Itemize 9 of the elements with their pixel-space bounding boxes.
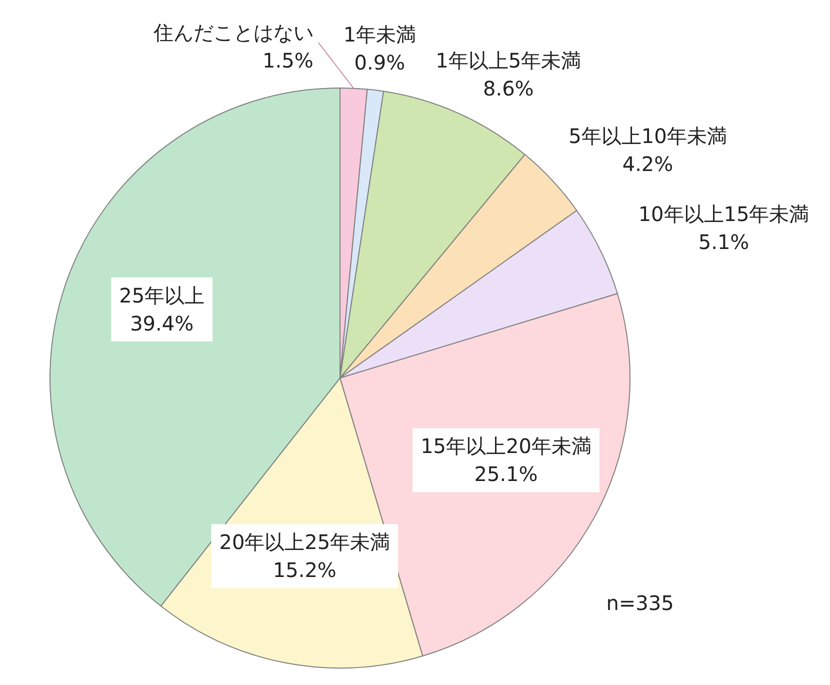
slice-label: 25年以上 [119,283,205,308]
data-label: 1.5% [262,48,314,73]
slice-label: 20年以上25年未満 [219,530,390,554]
data-label: 15.2% [272,558,336,582]
annotation: n=335 [606,591,674,615]
slice-label: 15年以上20年未満 [420,434,592,458]
data-label: 39.4% [130,311,194,336]
slice-label: 住んだことはない [152,20,314,45]
data-label: 25.1% [474,462,538,486]
